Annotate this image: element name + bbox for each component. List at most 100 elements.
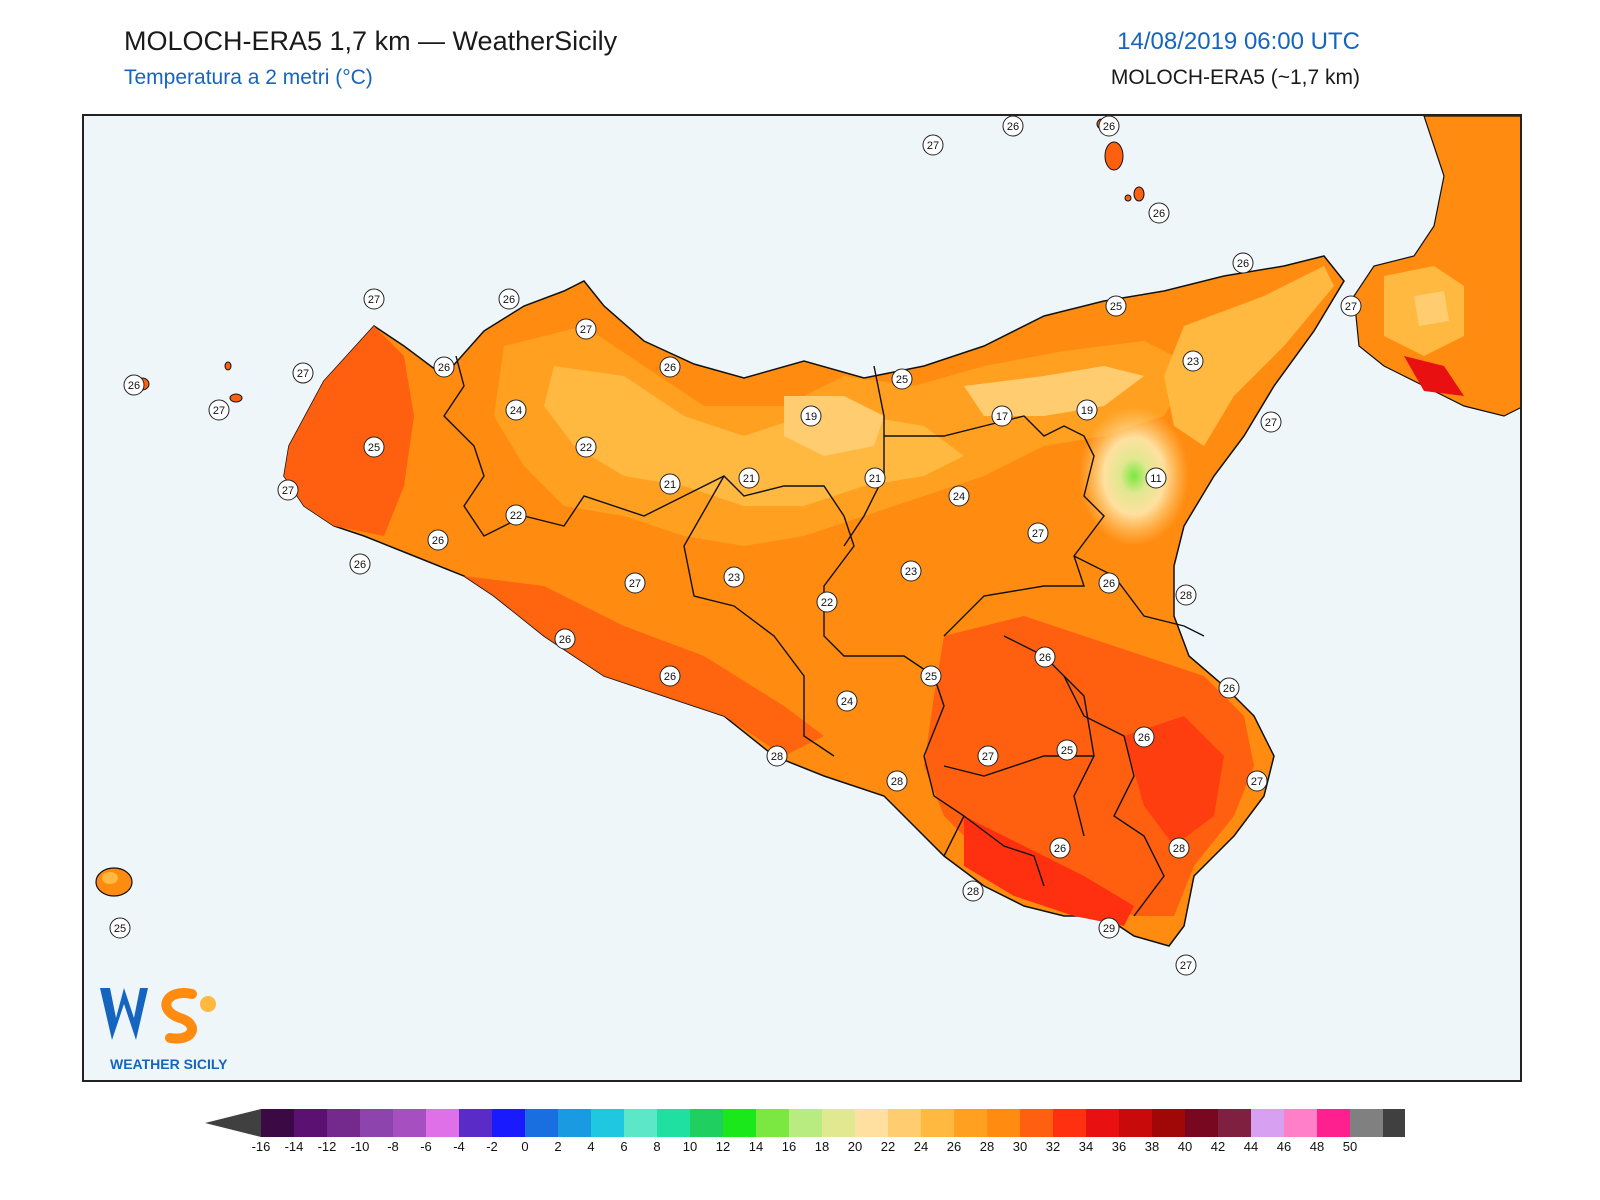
station-marker bbox=[723, 566, 745, 588]
station-marker bbox=[1098, 917, 1120, 939]
station-marker bbox=[891, 368, 913, 390]
colorbar-tick-label: 26 bbox=[947, 1139, 961, 1153]
station-marker bbox=[1175, 584, 1197, 606]
colorbar-tick-label: 0 bbox=[521, 1139, 528, 1153]
station-marker bbox=[277, 479, 299, 501]
station-marker bbox=[1056, 739, 1078, 761]
colorbar-tick-label: 48 bbox=[1310, 1139, 1324, 1153]
station-label: 28 bbox=[1175, 584, 1197, 606]
colorbar-swatch bbox=[492, 1109, 525, 1137]
station-label: 25 bbox=[1105, 295, 1127, 317]
colorbar-tick-label: 38 bbox=[1145, 1139, 1159, 1153]
station-marker bbox=[1168, 837, 1190, 859]
station-label: 25 bbox=[363, 436, 385, 458]
station-label: 23 bbox=[900, 560, 922, 582]
colorbar-tick-label: 8 bbox=[653, 1139, 660, 1153]
station-value: 26 bbox=[1138, 732, 1150, 744]
station-value: 26 bbox=[1007, 121, 1019, 133]
station-label: 27 bbox=[922, 134, 944, 156]
colorbar-tick-label: 42 bbox=[1211, 1139, 1225, 1153]
station-label: 26 bbox=[1148, 202, 1170, 224]
station-marker bbox=[109, 917, 131, 939]
station-label: 27 bbox=[1260, 411, 1282, 433]
colorbar-tick-label: -2 bbox=[486, 1139, 498, 1153]
station-label: 27 bbox=[1246, 770, 1268, 792]
station-marker bbox=[800, 405, 822, 427]
station-marker bbox=[864, 467, 886, 489]
colorbar-tick-label: 10 bbox=[683, 1139, 697, 1153]
colorbar-tick-label: -8 bbox=[387, 1139, 399, 1153]
station-marker bbox=[1105, 295, 1127, 317]
station-marker bbox=[433, 356, 455, 378]
station-label: 27 bbox=[292, 362, 314, 384]
station-label: 24 bbox=[505, 399, 527, 421]
colorbar-tick-label: 6 bbox=[620, 1139, 627, 1153]
station-value: 26 bbox=[559, 634, 571, 646]
station-value: 27 bbox=[297, 368, 309, 380]
station-label: 22 bbox=[505, 504, 527, 526]
station-label: 28 bbox=[962, 880, 984, 902]
colorbar-swatch bbox=[954, 1109, 987, 1137]
station-marker bbox=[575, 318, 597, 340]
colorbar-swatch bbox=[1152, 1109, 1185, 1137]
colorbar-swatch bbox=[1020, 1109, 1053, 1137]
station-value: 26 bbox=[128, 380, 140, 392]
station-label: 26 bbox=[1232, 252, 1254, 274]
colorbar-swatch bbox=[1251, 1109, 1284, 1137]
station-value: 26 bbox=[503, 294, 515, 306]
station-value: 28 bbox=[1173, 843, 1185, 855]
colorbar-tick-label: 46 bbox=[1277, 1139, 1291, 1153]
station-marker bbox=[498, 288, 520, 310]
station-value: 26 bbox=[664, 362, 676, 374]
station-value: 27 bbox=[1251, 776, 1263, 788]
station-value: 26 bbox=[1153, 208, 1165, 220]
station-marker bbox=[1049, 837, 1071, 859]
station-value: 27 bbox=[1345, 301, 1357, 313]
station-marker bbox=[1034, 646, 1056, 668]
station-label: 22 bbox=[816, 591, 838, 613]
logo-text: WEATHER SICILY bbox=[110, 1056, 228, 1072]
station-label: 23 bbox=[1182, 350, 1204, 372]
station-value: 25 bbox=[1061, 745, 1073, 757]
station-value: 28 bbox=[771, 751, 783, 763]
colorbar-swatch bbox=[1086, 1109, 1119, 1137]
station-label: 22 bbox=[575, 436, 597, 458]
colorbar-tick-label: 30 bbox=[1013, 1139, 1027, 1153]
station-marker bbox=[900, 560, 922, 582]
station-marker bbox=[292, 362, 314, 384]
model-label: MOLOCH-ERA5 (~1,7 km) bbox=[1110, 66, 1360, 89]
station-marker bbox=[659, 356, 681, 378]
colorbar-swatch bbox=[789, 1109, 822, 1137]
station-label: 29 bbox=[1098, 917, 1120, 939]
colorbar-tick-label: -16 bbox=[252, 1139, 271, 1153]
station-value: 27 bbox=[982, 751, 994, 763]
station-label: 26 bbox=[498, 288, 520, 310]
colorbar-swatch bbox=[1218, 1109, 1251, 1137]
station-label: 21 bbox=[864, 467, 886, 489]
station-label: 26 bbox=[1098, 572, 1120, 594]
station-marker bbox=[1076, 399, 1098, 421]
station-label: 26 bbox=[1098, 116, 1120, 137]
colorbar-swatch bbox=[459, 1109, 492, 1137]
station-label: 24 bbox=[836, 690, 858, 712]
station-value: 27 bbox=[282, 485, 294, 497]
station-marker bbox=[659, 665, 681, 687]
colorbar-swatch bbox=[657, 1109, 690, 1137]
station-value: 27 bbox=[1265, 417, 1277, 429]
colorbar-swatch bbox=[426, 1109, 459, 1137]
colorbar-swatch bbox=[855, 1109, 888, 1137]
colorbar-swatch bbox=[1185, 1109, 1218, 1137]
station-value: 27 bbox=[580, 324, 592, 336]
station-label: 26 bbox=[1133, 726, 1155, 748]
station-label: 25 bbox=[920, 665, 942, 687]
station-label: 26 bbox=[1218, 677, 1240, 699]
station-marker bbox=[575, 436, 597, 458]
colorbar-tick-label: -10 bbox=[351, 1139, 370, 1153]
station-value: 19 bbox=[805, 411, 817, 423]
map-panel[interactable]: 27 26 26 26 26 27 25 27 26 27 26 27 26 25 23 26 27 24 19 17… bbox=[82, 114, 1522, 1082]
weathersicily-logo bbox=[96, 980, 256, 1076]
station-value: 24 bbox=[953, 491, 965, 503]
map-subtitle: Temperatura a 2 metri (°C) bbox=[124, 66, 373, 89]
station-value: 23 bbox=[905, 566, 917, 578]
station-value: 21 bbox=[664, 479, 676, 491]
